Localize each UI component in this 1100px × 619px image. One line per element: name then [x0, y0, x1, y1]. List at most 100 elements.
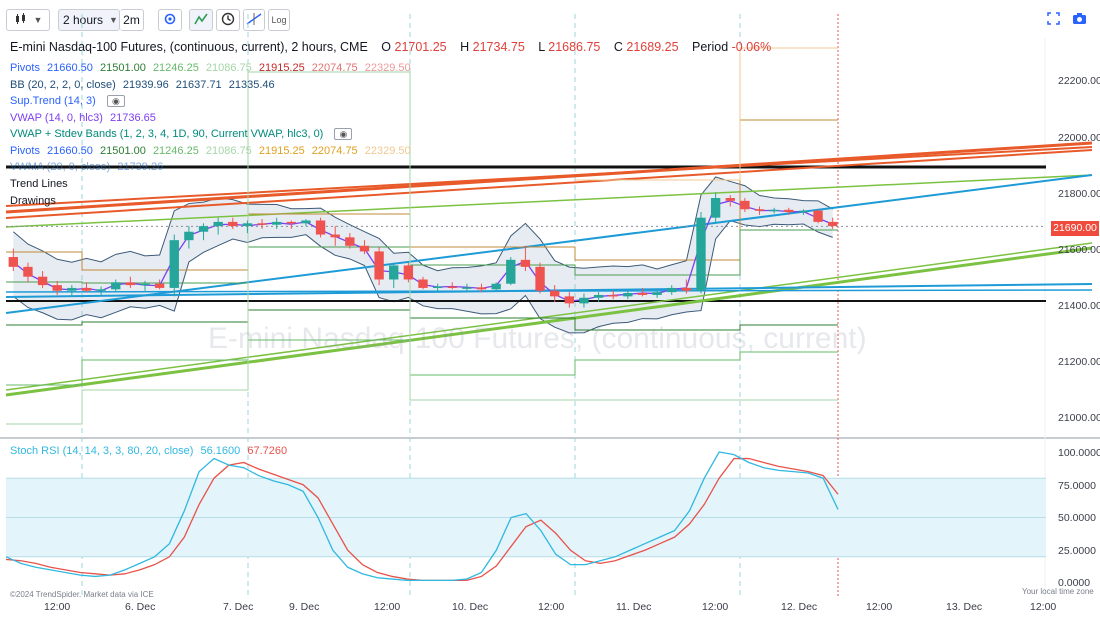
- candle-body: [828, 221, 838, 227]
- legend-value: 21915.25: [258, 62, 305, 74]
- pivot-level: [575, 47, 838, 181]
- candle-body: [491, 283, 501, 290]
- camera-icon[interactable]: [1072, 12, 1087, 29]
- candle-body: [315, 220, 326, 235]
- legend-vwma-name: VWMA (20, 0, close): [10, 161, 111, 173]
- expand-icon[interactable]: [1047, 12, 1060, 29]
- time-tick: 12:00: [538, 601, 565, 613]
- candle-body: [769, 209, 779, 212]
- price-tick: 21400.00: [1058, 300, 1100, 312]
- chevron-down-icon: ▼: [33, 15, 43, 25]
- legend-pivots[interactable]: Pivots 21660.50 21501.00 21246.25 21086.…: [10, 62, 415, 74]
- candle-body: [623, 292, 633, 297]
- time-tick: 12:00: [702, 601, 729, 613]
- candle-body: [330, 234, 340, 238]
- close-value: 21689.25: [626, 40, 679, 54]
- legend-vwap[interactable]: VWAP (14, 0, hlc3) 21736.65: [10, 112, 160, 124]
- candle-body: [301, 220, 311, 224]
- instrument-title: E-mini Nasdaq-100 Futures, (continuous, …: [10, 40, 368, 54]
- candle-body: [272, 221, 282, 225]
- chart-type-button[interactable]: ▼: [6, 9, 50, 31]
- time-tick: 11. Dec: [616, 601, 652, 613]
- candle-body: [8, 257, 18, 267]
- price-tick: 21600.00: [1058, 244, 1100, 256]
- legend-vwap-bands-name: VWAP + Stdev Bands (1, 2, 3, 4, 1D, 90, …: [10, 128, 324, 140]
- price-tick: 22200.00: [1058, 75, 1100, 87]
- chart-header: E-mini Nasdaq-100 Futures, (continuous, …: [10, 40, 771, 54]
- legend-value: 21660.50: [47, 62, 93, 74]
- legend-vwma[interactable]: VWMA (20, 0, close) 21739.26: [10, 161, 167, 173]
- candle-body: [228, 221, 238, 227]
- time-tick: 12. Dec: [781, 601, 818, 613]
- legend-stoch-rsi[interactable]: Stoch RSI (14, 14, 3, 3, 80, 20, close) …: [10, 445, 291, 457]
- legend-value: 22074.75: [311, 145, 358, 157]
- interval-select[interactable]: 2 hours ▼: [58, 9, 120, 31]
- eye-icon[interactable]: ◉: [106, 95, 125, 108]
- candle-body: [593, 294, 604, 298]
- replay-button[interactable]: [216, 9, 240, 31]
- candle-body: [286, 221, 296, 224]
- candle-body: [667, 287, 677, 293]
- legend-supertrend-name: Sup.Trend (14, 3): [10, 95, 96, 107]
- legend-value: 22329.50: [364, 62, 411, 74]
- time-tick: 12:00: [374, 601, 401, 613]
- copyright-note: ©2024 TrendSpider. Market data via ICE: [10, 590, 154, 599]
- eye-icon[interactable]: ◉: [334, 128, 353, 141]
- candle-body: [96, 289, 106, 291]
- candle-body: [154, 283, 165, 288]
- price-tick: 21800.00: [1058, 188, 1100, 200]
- timezone-note: Your local time zone: [1022, 587, 1094, 596]
- high-label: H: [460, 40, 470, 54]
- candle-body: [140, 283, 150, 286]
- candle-body: [213, 221, 223, 227]
- stoch-tick: 50.0000: [1058, 512, 1096, 524]
- legend-value: 21246.25: [152, 62, 199, 74]
- legend-trend-lines[interactable]: Trend Lines: [10, 178, 68, 190]
- legend-value: 22329.50: [364, 145, 411, 157]
- candle-body: [67, 287, 77, 291]
- candlestick-icon: [14, 12, 28, 29]
- high-value: 21734.75: [472, 40, 525, 54]
- stoch-k-line: [5, 451, 839, 582]
- open-label: O: [381, 40, 392, 54]
- candle-body: [242, 223, 253, 227]
- trend-line: [5, 149, 1093, 219]
- legend-bb[interactable]: BB (20, 2, 2, 0, close) 21939.96 21637.7…: [10, 79, 279, 91]
- pivot-level: [6, 71, 838, 425]
- time-tick: 6. Dec: [125, 601, 156, 613]
- time-tick: 12:00: [1030, 601, 1057, 613]
- legend-drawings[interactable]: Drawings: [10, 195, 56, 207]
- legend-value: 21736.65: [110, 112, 156, 124]
- legend-value: 21739.26: [117, 161, 164, 173]
- settings-button[interactable]: [158, 9, 182, 31]
- trend-line: [5, 242, 1093, 391]
- candle-body: [740, 200, 750, 210]
- period-value: -0.06%: [731, 40, 772, 54]
- candle-body: [637, 292, 648, 295]
- stoch-tick: 0.0000: [1058, 577, 1091, 589]
- legend-value: 21637.71: [175, 79, 222, 91]
- legend-supertrend[interactable]: Sup.Trend (14, 3) ◉: [10, 95, 129, 108]
- log-label: Log: [271, 15, 287, 25]
- stoch-tick: 25.0000: [1058, 545, 1096, 557]
- legend-stoch-name: Stoch RSI (14, 14, 3, 3, 80, 20, close): [10, 445, 194, 457]
- log-scale-button[interactable]: Log: [268, 9, 290, 31]
- legend-value: 21335.46: [228, 79, 275, 91]
- candle-body: [710, 198, 721, 218]
- legend-value: 21939.96: [122, 79, 169, 91]
- candle-body: [798, 210, 809, 213]
- time-tick: 13. Dec: [946, 601, 983, 613]
- range-button[interactable]: 2m: [120, 9, 144, 31]
- legend-pivots-name: Pivots: [10, 145, 40, 157]
- candle-body: [696, 217, 706, 291]
- candle-body: [579, 297, 589, 304]
- candle-body: [374, 251, 384, 280]
- candle-body: [52, 285, 62, 291]
- close-label: C: [613, 40, 623, 54]
- legend-vwap-bands[interactable]: VWAP + Stdev Bands (1, 2, 3, 4, 1D, 90, …: [10, 128, 356, 141]
- low-value: 21686.75: [548, 40, 601, 54]
- crosshair-button[interactable]: [189, 9, 213, 31]
- interval-label: 2 hours: [63, 13, 104, 27]
- legend-pivots-2[interactable]: Pivots 21660.50 21501.00 21246.25 21086.…: [10, 145, 415, 157]
